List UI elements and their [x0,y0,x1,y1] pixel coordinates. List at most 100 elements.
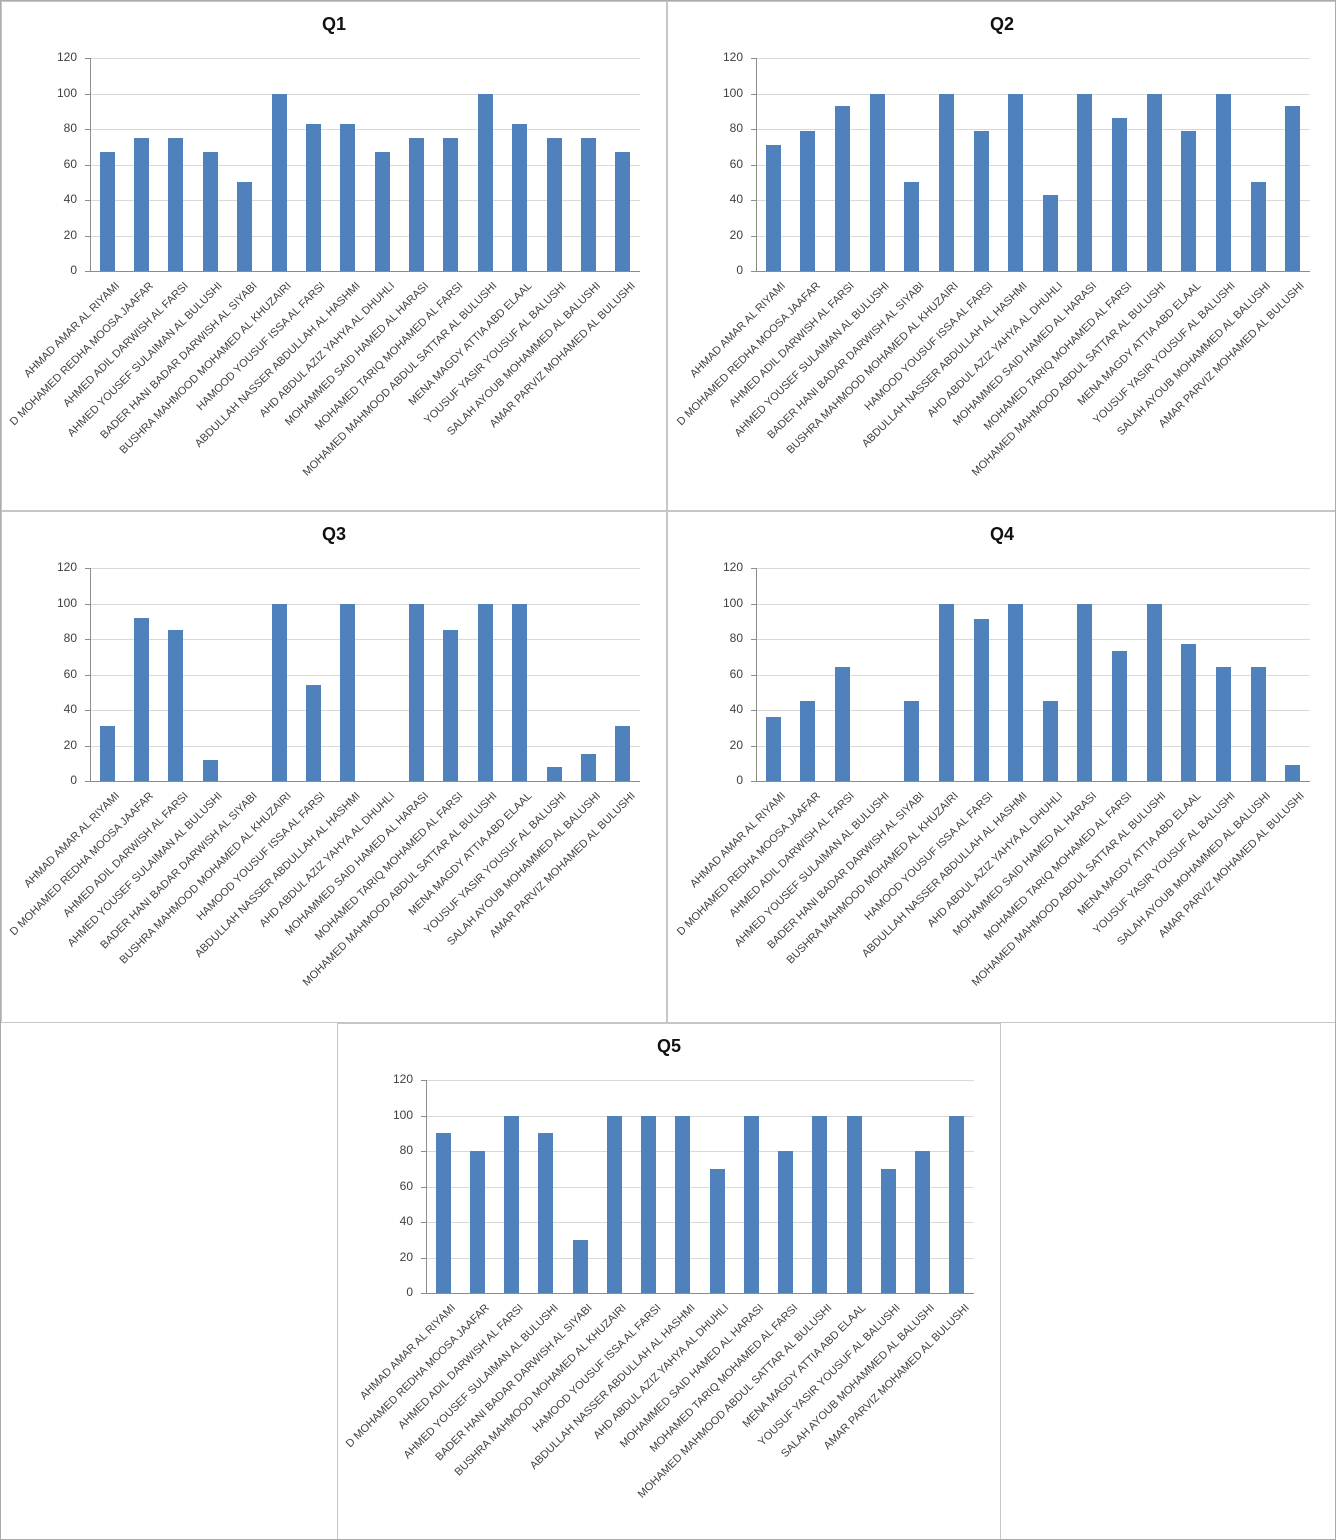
gridline [756,129,1310,130]
gridline [90,604,640,605]
y-axis-tick [85,271,90,272]
bar [1146,93,1162,271]
x-axis [756,271,1310,272]
bar [237,182,253,271]
y-axis-label: 0 [70,263,77,277]
chart-title-q5: Q5 [656,1036,681,1056]
bar [606,1115,622,1293]
bar [1215,93,1231,271]
gridline [90,58,640,59]
bar [546,137,562,271]
gridline [426,1187,974,1188]
bar [512,123,528,271]
y-axis [756,568,757,782]
y-axis-label: 40 [729,702,743,716]
gridline [90,675,640,676]
bar [512,603,528,781]
gridline [426,1222,974,1223]
y-axis-label: 100 [722,596,743,610]
y-axis-label: 80 [63,121,77,135]
bar [477,603,493,781]
y-axis-label: 40 [729,192,743,206]
gridline [90,746,640,747]
y-axis-label: 60 [63,667,77,681]
bar [202,152,218,271]
bar [538,1133,554,1293]
y-axis-label: 80 [729,121,743,135]
chart-plot-area-q2: 0 20 40 60 80 100 120 AHMAD AMAR AL RIYAMI D MOH… [668,46,1335,510]
chart-panel-q2: Q2 0 20 40 60 80 100 120 AHMAD AMAR AL RIYAMI D … [667,1,1335,511]
y-axis-tick [751,568,756,569]
bar [271,603,287,781]
y-axis-tick [751,165,756,166]
y-axis-label: 120 [722,560,743,574]
y-axis-label: 20 [399,1250,413,1264]
y-axis-tick [751,746,756,747]
gridline [756,94,1310,95]
y-axis-tick [751,200,756,201]
gridline [756,200,1310,201]
bar [374,152,390,271]
bar [615,725,631,781]
gridline [90,165,640,166]
gridline [756,568,1310,569]
bar [1250,182,1266,271]
bar [675,1115,691,1293]
bar [168,137,184,271]
bar [869,93,885,271]
y-axis-label: 40 [63,192,77,206]
y-axis-label: 120 [392,1072,413,1086]
chart-plot-area-q3: 0 20 40 60 80 100 120 AHMAD AMAR AL RIYAMI D MOH… [2,556,666,1022]
y-axis-tick [85,746,90,747]
x-axis-label: MENA MAGDY ATTIA ABD ELAAL [740,1302,869,1430]
y-axis-label: 20 [729,228,743,242]
y-axis-tick [85,58,90,59]
bar [904,701,920,781]
bar [477,93,493,271]
bar [409,603,425,781]
gridline [90,639,640,640]
bar [938,93,954,271]
y-axis-label: 40 [63,702,77,716]
y-axis-label: 0 [406,1285,413,1299]
bar [340,603,356,781]
y-axis-label: 60 [729,157,743,171]
bar [949,1115,965,1293]
y-axis-tick [751,129,756,130]
bar [835,105,851,271]
bar [641,1115,657,1293]
gridline [756,746,1310,747]
bar [835,667,851,781]
y-axis-tick [751,781,756,782]
bar [1285,105,1301,271]
y-axis-label: 100 [56,86,77,100]
y-axis-tick [421,1187,426,1188]
y-axis-tick [751,271,756,272]
x-axis-label: HAMOOD YOUSUF ISSA AL FARSI [862,280,996,413]
bar [168,630,184,781]
bar [880,1168,896,1293]
gridline [90,94,640,95]
y-axis [90,568,91,782]
x-axis [90,781,640,782]
y-axis-tick [85,94,90,95]
y-axis-tick [85,165,90,166]
bar [765,717,781,781]
y-axis-label: 0 [70,773,77,787]
bar [800,701,816,781]
bar [580,137,596,271]
bar [1042,194,1058,271]
y-axis-label: 120 [56,560,77,574]
gridline [426,1080,974,1081]
bar [1181,644,1197,781]
gridline [426,1258,974,1259]
y-axis-label: 100 [722,86,743,100]
bar [1215,667,1231,781]
gridline [90,236,640,237]
bar [709,1168,725,1293]
bar [1008,93,1024,271]
y-axis-label: 100 [392,1108,413,1122]
y-axis-label: 120 [56,50,77,64]
bar [1008,603,1024,781]
bar [778,1151,794,1293]
